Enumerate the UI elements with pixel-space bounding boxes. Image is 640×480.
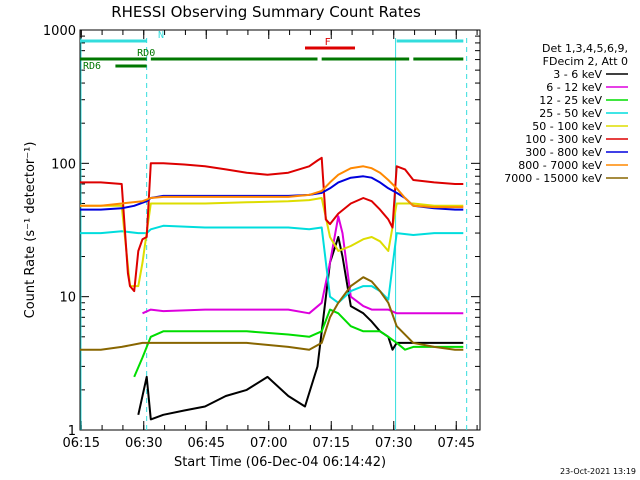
x-tick-label: 07:00	[250, 436, 287, 451]
legend-entry-label: 7000 - 15000 keV	[504, 172, 602, 185]
flag-label: RD0	[137, 48, 155, 59]
legend-entry-label: 800 - 7000 keV	[518, 159, 602, 172]
legend-header: Det 1,3,4,5,6,9,	[542, 42, 628, 55]
legend: Det 1,3,4,5,6,9,FDecim 2, Att 03 - 6 keV…	[504, 42, 628, 185]
x-tick-label: 06:15	[63, 436, 100, 451]
axis-ticks	[80, 29, 480, 431]
series-line	[80, 165, 464, 209]
legend-entry-label: 12 - 25 keV	[539, 94, 602, 107]
series-line	[80, 276, 464, 351]
series-line	[142, 215, 464, 315]
x-tick-label: 07:30	[375, 436, 412, 451]
flag-bars: N F RD0 RD6	[80, 30, 464, 72]
x-axis-label: Start Time (06-Dec-04 06:14:42)	[174, 455, 386, 470]
legend-entry-label: 50 - 100 keV	[532, 120, 602, 133]
y-tick-label: 1	[68, 424, 76, 439]
flag-label: N	[158, 30, 164, 41]
series-line	[133, 308, 464, 378]
series-line	[80, 175, 464, 211]
tick-labels: 1 10 100 1000 06:15 06:30 06:45 07:00 07:15 07:30…	[43, 24, 475, 451]
flag-label: RD6	[83, 61, 101, 72]
flag-label: F	[325, 37, 331, 48]
series-line	[80, 156, 464, 293]
legend-header: FDecim 2, Att 0	[543, 55, 628, 68]
series-line	[137, 236, 464, 421]
legend-entry-label: 25 - 50 keV	[539, 107, 602, 120]
y-tick-label: 10	[59, 291, 76, 306]
footer-timestamp: 23-Oct-2021 13:19	[560, 467, 636, 476]
y-tick-label: 100	[51, 157, 76, 172]
series-lines	[80, 156, 464, 421]
x-tick-label: 07:45	[438, 436, 475, 451]
series-line	[80, 197, 464, 288]
legend-entry-label: 300 - 800 keV	[525, 146, 602, 159]
plot-frame	[79, 29, 481, 431]
y-axis-label: Count Rate (s⁻¹ detector⁻¹)	[23, 142, 38, 319]
legend-entry-label: 3 - 6 keV	[553, 68, 602, 81]
x-tick-label: 06:30	[125, 436, 162, 451]
x-tick-label: 07:15	[313, 436, 350, 451]
x-tick-label: 06:45	[188, 436, 225, 451]
y-tick-label: 1000	[43, 24, 76, 39]
legend-entry-label: 6 - 12 keV	[546, 81, 602, 94]
legend-entry-label: 100 - 300 keV	[525, 133, 602, 146]
series-line	[80, 224, 464, 304]
chart-title: RHESSI Observing Summary Count Rates	[111, 3, 421, 21]
